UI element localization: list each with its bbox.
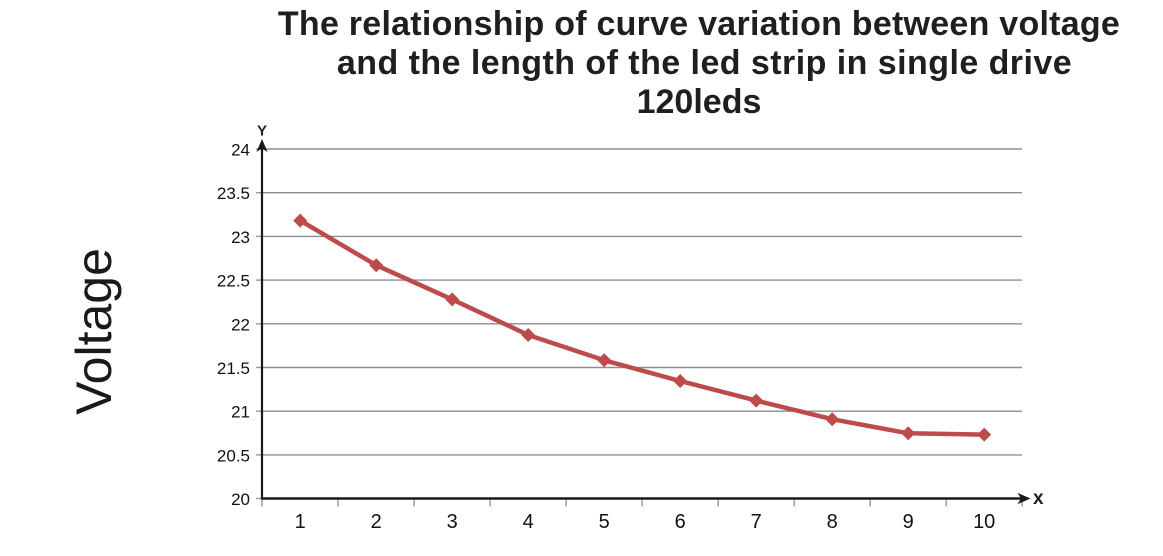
svg-text:8: 8 (827, 511, 838, 533)
svg-text:4: 4 (523, 511, 534, 533)
svg-text:5: 5 (599, 511, 610, 533)
svg-text:2: 2 (371, 511, 382, 533)
svg-text:6: 6 (675, 511, 686, 533)
svg-text:x: x (1033, 488, 1044, 509)
svg-text:9: 9 (903, 511, 914, 533)
svg-text:and the length of the led stri: and the length of the led strip in singl… (337, 44, 1072, 82)
svg-text:7: 7 (751, 511, 762, 533)
svg-text:10: 10 (973, 511, 995, 533)
svg-text:120leds: 120leds (637, 83, 762, 121)
svg-text:23: 23 (231, 228, 250, 247)
svg-text:3: 3 (447, 511, 458, 533)
svg-text:21: 21 (231, 403, 250, 422)
svg-text:Y: Y (257, 123, 267, 140)
svg-text:22: 22 (231, 315, 250, 334)
svg-text:1: 1 (295, 511, 306, 533)
svg-text:The relationship of curve vari: The relationship of curve variation betw… (278, 5, 1120, 43)
svg-text:20.5: 20.5 (217, 446, 250, 465)
svg-text:20: 20 (231, 490, 250, 509)
svg-text:21.5: 21.5 (217, 359, 250, 378)
svg-text:23.5: 23.5 (217, 184, 250, 203)
svg-text:Voltage: Voltage (66, 248, 122, 415)
svg-text:24: 24 (231, 141, 250, 160)
svg-text:22.5: 22.5 (217, 272, 250, 291)
